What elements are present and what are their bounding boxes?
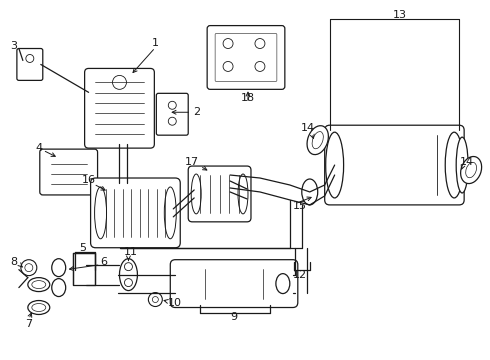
Ellipse shape bbox=[461, 157, 482, 184]
Text: 17: 17 bbox=[185, 157, 199, 167]
Text: 14: 14 bbox=[301, 123, 315, 133]
Ellipse shape bbox=[456, 137, 468, 193]
Text: 7: 7 bbox=[25, 319, 32, 329]
Text: 5: 5 bbox=[79, 243, 86, 253]
Ellipse shape bbox=[95, 187, 106, 239]
FancyBboxPatch shape bbox=[40, 149, 98, 195]
Text: 1: 1 bbox=[152, 37, 159, 48]
Ellipse shape bbox=[445, 132, 463, 198]
FancyBboxPatch shape bbox=[85, 68, 154, 148]
FancyBboxPatch shape bbox=[91, 178, 180, 248]
Text: 10: 10 bbox=[168, 297, 182, 307]
Text: 15: 15 bbox=[293, 201, 307, 211]
Ellipse shape bbox=[28, 278, 50, 292]
Ellipse shape bbox=[32, 280, 46, 289]
FancyBboxPatch shape bbox=[207, 26, 285, 89]
Ellipse shape bbox=[302, 179, 318, 205]
Ellipse shape bbox=[276, 274, 290, 293]
Ellipse shape bbox=[120, 259, 137, 291]
FancyBboxPatch shape bbox=[17, 49, 43, 80]
Text: 16: 16 bbox=[82, 175, 96, 185]
Text: 9: 9 bbox=[230, 312, 238, 323]
Ellipse shape bbox=[28, 301, 50, 315]
Text: 14: 14 bbox=[460, 157, 474, 167]
Ellipse shape bbox=[312, 131, 323, 149]
FancyBboxPatch shape bbox=[188, 166, 251, 222]
FancyBboxPatch shape bbox=[171, 260, 298, 307]
Text: 13: 13 bbox=[392, 10, 406, 20]
Ellipse shape bbox=[52, 259, 66, 276]
Ellipse shape bbox=[326, 132, 343, 198]
Ellipse shape bbox=[164, 187, 176, 239]
Ellipse shape bbox=[32, 303, 46, 311]
Text: 11: 11 bbox=[123, 247, 137, 257]
FancyBboxPatch shape bbox=[325, 125, 464, 205]
Text: 8: 8 bbox=[10, 257, 18, 267]
Ellipse shape bbox=[52, 279, 66, 297]
Text: 3: 3 bbox=[10, 41, 18, 50]
Text: 12: 12 bbox=[293, 270, 307, 280]
Ellipse shape bbox=[191, 174, 201, 214]
Text: 18: 18 bbox=[241, 93, 255, 103]
Ellipse shape bbox=[238, 174, 248, 214]
Text: 6: 6 bbox=[100, 257, 107, 267]
Ellipse shape bbox=[307, 126, 328, 154]
Text: 4: 4 bbox=[35, 143, 42, 153]
Ellipse shape bbox=[466, 162, 477, 178]
FancyBboxPatch shape bbox=[156, 93, 188, 135]
Bar bbox=[73, 253, 95, 285]
Text: 2: 2 bbox=[193, 107, 200, 117]
